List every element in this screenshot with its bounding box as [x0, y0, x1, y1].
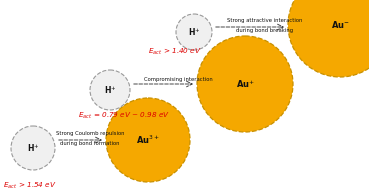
Circle shape	[90, 70, 130, 110]
Circle shape	[11, 126, 55, 170]
Text: E$_\mathregular{act}$ > 1.40 eV: E$_\mathregular{act}$ > 1.40 eV	[148, 47, 202, 57]
Text: H$^{+}$: H$^{+}$	[188, 26, 200, 38]
Text: Compromising interaction: Compromising interaction	[144, 77, 213, 82]
Text: Au$^{+}$: Au$^{+}$	[235, 78, 255, 90]
Text: E$_\mathregular{act}$ > 1.54 eV: E$_\mathregular{act}$ > 1.54 eV	[3, 181, 57, 189]
Text: E$_\mathregular{act}$ = 0.79 eV ~ 0.98 eV: E$_\mathregular{act}$ = 0.79 eV ~ 0.98 e…	[78, 111, 170, 121]
Text: Au$^{-}$: Au$^{-}$	[331, 19, 349, 30]
Circle shape	[176, 14, 212, 50]
Text: Strong attractive interaction: Strong attractive interaction	[227, 18, 303, 23]
Text: H$^{+}$: H$^{+}$	[27, 142, 39, 154]
Text: Strong Coulomb repulsion: Strong Coulomb repulsion	[56, 131, 124, 136]
Circle shape	[106, 98, 190, 182]
Circle shape	[288, 0, 369, 77]
Text: during bond formation: during bond formation	[60, 141, 120, 146]
Text: H$^{+}$: H$^{+}$	[104, 84, 116, 96]
Circle shape	[197, 36, 293, 132]
Text: Au$^{3+}$: Au$^{3+}$	[136, 134, 160, 146]
Text: during bond breaking: during bond breaking	[237, 28, 294, 33]
